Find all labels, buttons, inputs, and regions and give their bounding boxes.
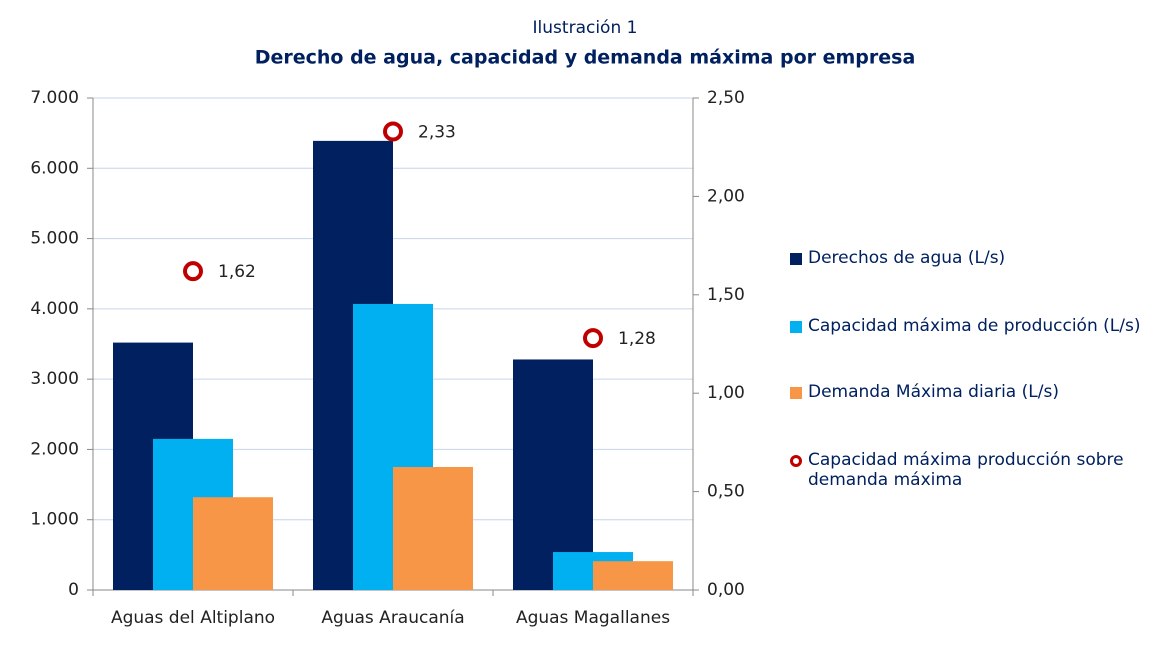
y2-tick-label: 1,50 (707, 285, 745, 305)
y-tick-label: 4.000 (30, 299, 79, 319)
y2-tick-label: 1,00 (707, 383, 745, 403)
marker (383, 121, 403, 142)
data-label: 1,62 (218, 262, 256, 282)
legend-entry: Derechos de agua (L/s) (790, 248, 1170, 268)
x-tick-label: Aguas del Altiplano (111, 608, 275, 628)
marker (583, 328, 603, 349)
legend-swatch (790, 321, 802, 333)
bar (593, 561, 673, 590)
y-tick-label: 1.000 (30, 510, 79, 530)
y-tick-label: 2.000 (30, 439, 79, 459)
legend-label: Capacidad máxima de producción (L/s) (808, 316, 1141, 336)
y-tick-label: 5.000 (30, 229, 79, 249)
x-tick-label: Aguas Magallanes (516, 608, 670, 628)
data-label: 1,28 (618, 329, 656, 349)
legend-label: Derechos de agua (L/s) (808, 248, 1006, 268)
y-tick-label: 0 (68, 580, 79, 600)
y2-tick-label: 2,50 (707, 88, 745, 108)
chart-subtitle: Derecho de agua, capacidad y demanda máx… (255, 47, 916, 69)
bar (193, 497, 273, 590)
y2-tick-label: 0,50 (707, 482, 745, 502)
y2-tick-label: 2,00 (707, 186, 745, 206)
legend-swatch (790, 253, 802, 265)
legend-entry: Demanda Máxima diaria (L/s) (790, 382, 1170, 402)
legend-entry: Capacidad máxima producción sobre demand… (790, 450, 1170, 490)
chart-title: Ilustración 1 (533, 18, 638, 38)
bar (513, 359, 593, 590)
legend-entry: Capacidad máxima de producción (L/s) (790, 316, 1170, 336)
y2-tick-label: 0,00 (707, 580, 745, 600)
legend-swatch (790, 455, 802, 467)
y-tick-label: 3.000 (30, 369, 79, 389)
legend-label: Capacidad máxima producción sobre demand… (808, 450, 1124, 490)
x-tick-label: Aguas Araucanía (321, 608, 464, 628)
y-tick-label: 7.000 (30, 88, 79, 108)
y-tick-label: 6.000 (30, 158, 79, 178)
legend-label: Demanda Máxima diaria (L/s) (808, 382, 1059, 402)
legend-swatch (790, 387, 802, 399)
bar (393, 467, 473, 590)
data-label: 2,33 (418, 122, 456, 142)
marker (183, 261, 203, 282)
